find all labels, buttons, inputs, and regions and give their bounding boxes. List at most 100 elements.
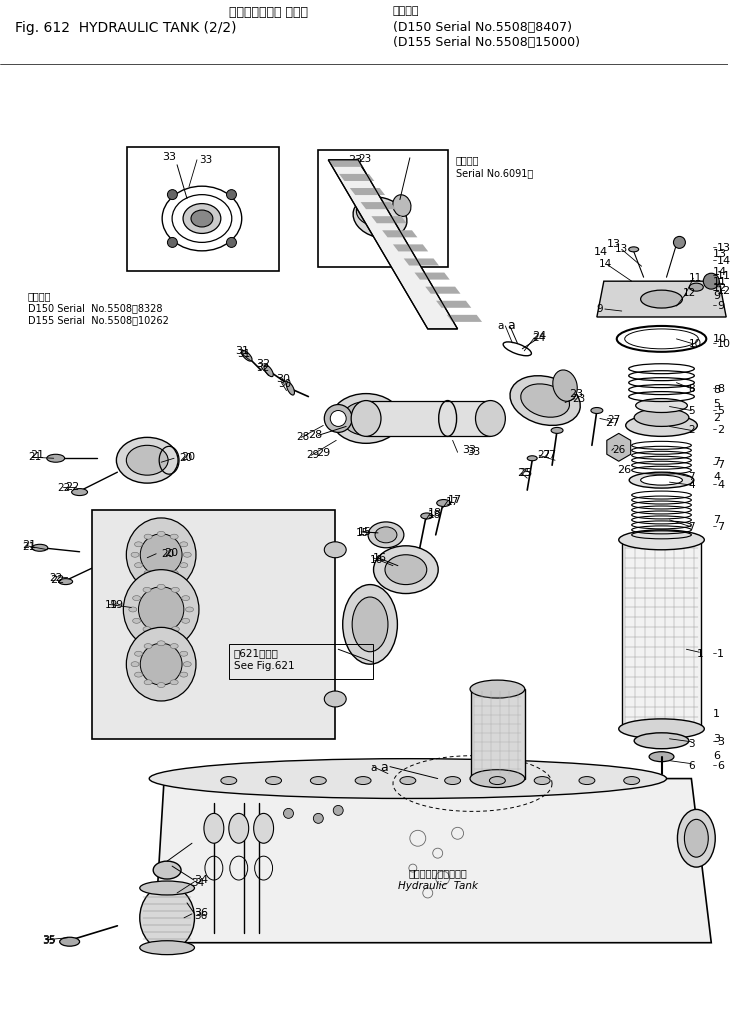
Text: Serial No.6091～: Serial No.6091～ [455,168,533,177]
Text: 6: 6 [717,761,724,771]
Ellipse shape [183,552,191,557]
Text: 10: 10 [713,334,728,343]
Ellipse shape [144,570,152,575]
Polygon shape [328,160,364,167]
Ellipse shape [132,618,141,623]
Ellipse shape [356,200,388,225]
Text: 11: 11 [688,274,702,284]
Text: 24: 24 [532,333,545,343]
Ellipse shape [153,861,181,879]
Text: 3: 3 [713,733,720,744]
Polygon shape [447,315,482,322]
Text: 7: 7 [688,522,695,532]
Ellipse shape [171,588,179,593]
Ellipse shape [171,643,178,648]
Text: 9: 9 [597,304,603,314]
Text: 23: 23 [348,155,362,165]
Ellipse shape [140,881,195,894]
Ellipse shape [324,542,346,558]
Text: 18: 18 [427,508,442,518]
Text: 11: 11 [713,278,728,288]
Ellipse shape [640,475,682,485]
Ellipse shape [144,534,152,539]
Polygon shape [328,160,458,329]
Ellipse shape [135,651,143,656]
Ellipse shape [342,401,390,436]
Polygon shape [350,188,385,196]
Ellipse shape [140,941,195,954]
Text: 11: 11 [717,271,731,282]
Ellipse shape [551,427,563,434]
Text: 33: 33 [463,446,477,455]
Text: 20: 20 [179,453,193,463]
Text: 22: 22 [50,574,64,585]
Text: 7: 7 [717,522,725,532]
Text: 16: 16 [373,553,387,563]
Text: 16: 16 [370,555,384,564]
Ellipse shape [182,596,190,601]
Bar [366,400,490,437]
Ellipse shape [353,198,407,238]
Bar [92,510,335,738]
Ellipse shape [171,570,178,575]
Ellipse shape [437,499,451,506]
Text: 5: 5 [688,405,695,415]
Ellipse shape [264,365,273,377]
Text: 4: 4 [688,480,695,490]
Text: 30: 30 [277,374,291,384]
Ellipse shape [634,732,689,749]
Text: 19: 19 [105,600,118,610]
Text: (D155 Serial No.5508～15000): (D155 Serial No.5508～15000) [393,36,580,50]
Text: 12: 12 [682,288,695,298]
Text: 5: 5 [713,398,720,408]
Ellipse shape [182,618,190,623]
Text: 26: 26 [617,465,631,475]
Text: 23: 23 [569,389,583,399]
Ellipse shape [31,544,48,551]
Ellipse shape [684,820,709,857]
Text: 36: 36 [194,911,207,921]
Polygon shape [414,272,449,280]
Text: 2: 2 [713,413,720,423]
Text: 34: 34 [194,875,208,885]
Text: 22: 22 [50,572,63,582]
Ellipse shape [368,522,404,548]
Ellipse shape [157,573,165,578]
Ellipse shape [534,777,550,784]
Ellipse shape [183,661,191,667]
Ellipse shape [624,777,640,784]
Text: 35: 35 [42,935,56,945]
Circle shape [333,805,343,815]
Text: 14: 14 [599,259,612,269]
Ellipse shape [375,527,397,543]
Polygon shape [425,287,460,294]
Text: 10: 10 [688,339,701,348]
Ellipse shape [180,673,187,677]
Ellipse shape [138,587,184,632]
Bar [127,147,279,271]
Ellipse shape [135,542,143,547]
Ellipse shape [102,534,157,575]
Text: 13: 13 [607,239,621,249]
Text: 9: 9 [713,291,720,301]
Ellipse shape [171,534,178,539]
Text: 4: 4 [713,472,720,482]
Text: 30: 30 [279,379,291,389]
Text: 8: 8 [713,385,720,395]
Circle shape [226,189,236,200]
Ellipse shape [579,777,595,784]
Text: a: a [380,761,388,774]
Ellipse shape [127,518,196,592]
Text: 20: 20 [161,549,174,559]
Text: 32: 32 [257,363,270,373]
Text: ハイドロリックタンク: ハイドロリックタンク [408,868,467,878]
Polygon shape [607,434,631,461]
Text: 1: 1 [717,649,724,659]
Polygon shape [154,779,712,943]
Ellipse shape [630,472,694,488]
Ellipse shape [127,627,196,701]
Text: 29: 29 [307,451,320,460]
Ellipse shape [629,247,638,252]
Text: 13: 13 [717,243,731,253]
Ellipse shape [619,530,704,550]
